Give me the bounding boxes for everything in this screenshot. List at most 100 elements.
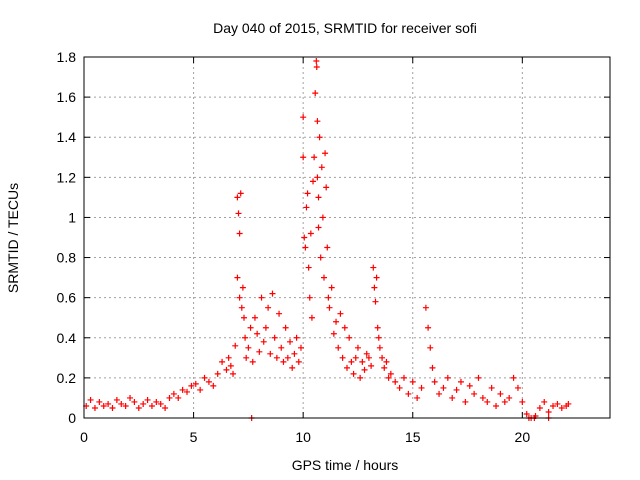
data-point [431,378,438,385]
x-tick-label: 0 [80,429,88,445]
data-point [293,334,300,341]
data-point [197,386,204,393]
data-point [506,394,513,401]
data-point [87,396,94,403]
data-point [148,402,155,409]
data-point [162,404,169,411]
data-point [436,390,443,397]
data-point [457,378,464,385]
y-tick-label: 1.4 [57,129,77,145]
data-point [234,274,241,281]
data-point [314,118,321,125]
data-point [238,304,245,311]
data-point [192,380,199,387]
data-point [363,350,370,357]
data-point [558,404,565,411]
data-point [497,390,504,397]
data-point [113,396,120,403]
data-point [269,290,276,297]
data-point [236,230,243,237]
data-point [479,394,486,401]
data-point [265,304,272,311]
data-point [316,134,323,141]
data-point [254,330,261,337]
data-point [249,358,256,365]
data-point [105,400,112,407]
data-point [427,344,434,351]
data-point [308,314,315,321]
data-point [493,402,500,409]
data-point [320,274,327,281]
data-point [205,378,212,385]
data-point [379,354,386,361]
data-point [179,386,186,393]
data-point [444,374,451,381]
data-point [300,114,307,121]
data-point [354,344,361,351]
data-point [350,370,357,377]
data-point [247,324,254,331]
data-point [166,394,173,401]
data-point [188,382,195,389]
data-point [387,370,394,377]
data-point [536,404,543,411]
data-point [317,254,324,261]
data-point [318,164,325,171]
data-point [554,400,561,407]
data-point [381,364,388,371]
data-point [225,354,232,361]
data-point [304,190,311,197]
data-points [83,58,572,421]
data-point [337,310,344,317]
data-point [414,394,421,401]
data-point [371,284,378,291]
data-point [422,304,429,311]
data-point [96,398,103,405]
data-point [346,334,353,341]
data-point [302,244,309,251]
data-point [372,298,379,305]
data-point [335,344,342,351]
y-axis-label: SRMTID / TECUs [5,183,21,293]
data-point [405,390,412,397]
data-point [315,194,322,201]
data-point [256,348,263,355]
data-point [425,324,432,331]
data-point [365,354,372,361]
tick-labels: 0 0.2 0.4 0.6 0.8 1 1.2 1.4 1.6 1.8 0 5 10 15 20 [57,49,531,445]
data-point [330,330,337,337]
data-point [157,400,164,407]
data-point [289,364,296,371]
data-point [184,388,191,395]
data-point [466,382,473,389]
data-point [310,178,317,185]
data-point [471,390,478,397]
data-point [170,390,177,397]
data-point [475,374,482,381]
data-point [326,304,333,311]
data-point [284,354,291,361]
data-point [324,244,331,251]
data-point [306,294,313,301]
data-point [396,384,403,391]
data-point [153,398,160,405]
data-point [242,334,249,341]
y-tick-label: 1.2 [57,169,77,185]
data-point [273,354,280,361]
data-point [373,274,380,281]
data-point [91,404,98,411]
data-point [361,366,368,373]
y-tick-label: 1 [68,209,76,225]
data-point [523,410,530,417]
data-point [565,400,572,407]
data-point [219,358,226,365]
data-point [109,404,116,411]
data-point [280,358,287,365]
data-point [100,402,107,409]
data-point [271,334,278,341]
data-point [488,384,495,391]
x-tick-label: 10 [295,429,311,445]
data-point [282,324,289,331]
data-point [519,398,526,405]
